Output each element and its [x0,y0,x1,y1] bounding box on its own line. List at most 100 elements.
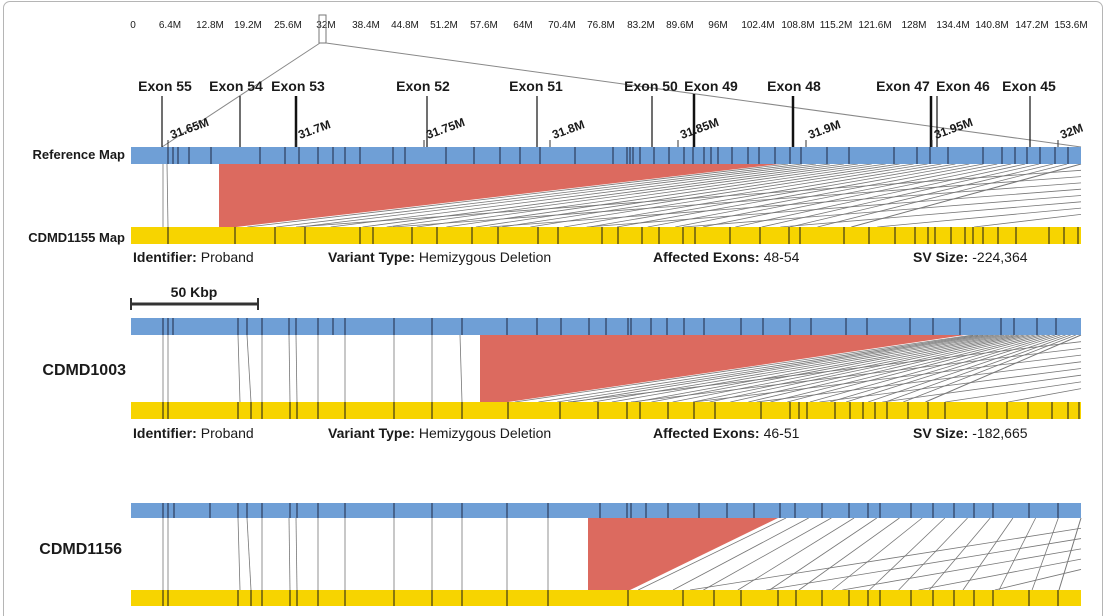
deletion-region [480,335,965,402]
alignment-line [869,517,946,591]
alignment-line [635,334,1004,403]
alignment-line [925,334,1082,403]
alignment-line [877,207,1082,228]
alignment-line [651,334,1010,403]
alignment-line [392,176,1082,228]
info-row-cdmd1003: Identifier: Proband Variant Type: Hemizygo… [133,425,1028,441]
chromosome-tick-label: 115.2M [820,20,853,31]
zoom-tick-label: 31.75M [424,115,466,142]
alignment-line [288,334,291,403]
identifier-value: Proband [201,425,254,441]
chromosome-tick-label: 76.8M [587,20,615,31]
alignment-line [611,334,999,403]
exon-label: Exon 54 [209,78,263,94]
chromosome-ideogram: 0 6.4M 12.8M 19.2M 25.6M 32M 38.4M 44.8M 51.2M 57… [130,14,1088,44]
chromosome-tick-label: 6.4M [159,20,181,31]
alignment-line [780,201,1082,228]
alignment-line [867,334,1066,403]
alignment-line [1031,517,1059,591]
chromosome-tick-label: 153.6M [1054,20,1087,31]
sample-label-cdmd1003: CDMD1003 [42,362,126,379]
alignment-line [703,517,832,591]
exon-label: Exon 50 [624,78,678,94]
alignment-line [998,517,1036,591]
exon-label: Exon 55 [138,78,192,94]
scale-bar: 50 Kbp [130,284,259,310]
sample-map-bar [131,402,1081,419]
svg-text:Identifier:Proband: Identifier: Proband [133,425,254,441]
zoom-tick-label: 31.85M [678,115,720,142]
reference-map-label: Reference Map [33,147,126,162]
chromosome-tick-label: 134.4M [936,20,969,31]
alignment-line [295,334,298,403]
chromosome-tick-label: 89.6M [666,20,694,31]
coordinate-ticks: 31.65M 31.7M 31.75M 31.8M 31.85M 31.9M 31.95M 3… [167,115,1085,147]
alignment-line [882,374,1082,403]
alignment-line [945,381,1082,403]
variant-value: Hemizygous Deletion [419,249,551,265]
alignment-line [851,163,1082,228]
scale-bar-label: 50 Kbp [171,284,218,300]
zoom-guides [161,42,1082,148]
zoom-tick-label: 31.95M [932,115,974,142]
alignment-line [557,334,984,403]
svg-text:Identifier:Proband: Identifier: Proband [133,249,254,265]
zoom-tick-label: 31.8M [550,117,586,142]
deletion-region [219,164,780,227]
alignment-line [994,569,1082,591]
alignment-line [689,527,1082,591]
alignment-line [538,334,979,403]
alignment-line [247,163,789,228]
deletion-region [588,518,778,590]
alignment-line [416,163,872,228]
alignment-line [761,163,1040,228]
chromosome-tick-label: 44.8M [391,20,419,31]
alignment-line [246,517,252,591]
alignment-line [502,163,914,228]
alignment-line [819,368,1082,403]
chromosome-tick-label: 38.4M [352,20,380,31]
alignment-line [295,517,298,591]
panel-cdmd1155 [131,147,1082,244]
alignment-line [672,334,1015,403]
zoom-tick-label: 31.65M [168,115,210,142]
chromosome-tick-label: 19.2M [234,20,262,31]
alignment-line [589,163,956,228]
alignment-line [748,334,1035,403]
alignment-line [735,163,1026,228]
variant-value: Hemizygous Deletion [419,425,551,441]
sv-size-key: SV Size: [913,425,968,441]
alignment-line [929,517,991,591]
alignment-line [276,163,802,228]
chromosome-tick-label: 121.6M [858,20,891,31]
alignment-line [299,163,816,228]
alignment-line [730,334,1030,403]
alignment-line [166,163,169,228]
alignment-line [790,163,1054,228]
alignment-line [798,517,900,591]
alignment-line [918,558,1082,591]
zoom-tick-group: 31.85M [678,115,720,142]
zoom-guide-right [325,42,1082,148]
svg-text:Affected Exons:48-54: Affected Exons: 48-54 [653,249,800,265]
chromosome-tick-label: 57.6M [470,20,498,31]
chromosome-tick-label: 25.6M [274,20,302,31]
alignment-line [693,354,1082,403]
panel-cdmd1156 [131,503,1082,606]
exon-label: Exon 45 [1002,78,1056,94]
info-row-cdmd1155: Identifier: Proband Variant Type: Hemizygo… [133,249,1028,265]
chromosome-tick-label: 128M [901,20,926,31]
alignment-line [295,169,1082,228]
zoom-guide-left [161,42,321,148]
sample-label-cdmd1155: CDMD1155 Map [28,230,125,245]
alignment-line [817,163,1068,228]
sample-map-bar [131,227,1081,244]
alignment-line [572,334,989,403]
alignment-line [903,334,1077,403]
alignment-line [616,163,970,228]
sample-label-cdmd1156: CDMD1156 [39,541,122,558]
alignment-line [672,517,809,591]
alignment-line [489,182,1082,228]
affected-exons-key: Affected Exons: [653,425,760,441]
